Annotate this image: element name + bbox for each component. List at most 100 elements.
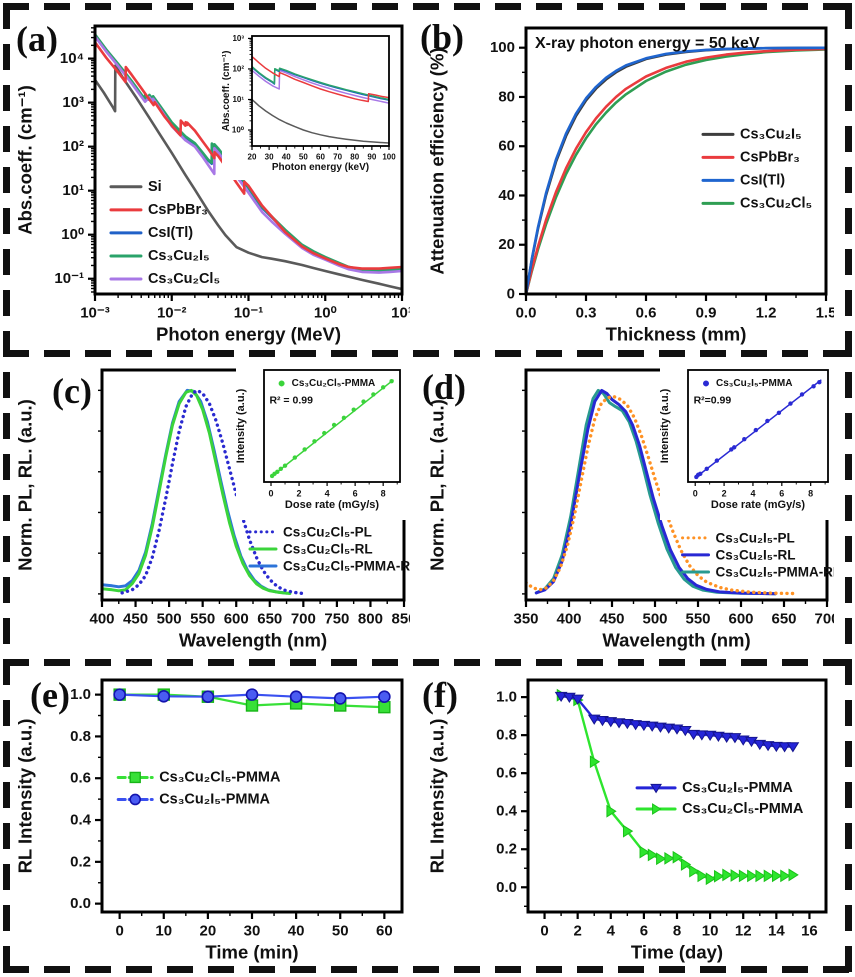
chart-rl-stability-minutes: 0 10 20 30 40 50 60 0.0 0.2 0.4 0.6 0.8 1.0 Time (min…	[18, 666, 410, 970]
svg-text:Abs.coeff. (cm⁻¹): Abs.coeff. (cm⁻¹)	[18, 85, 35, 235]
svg-text:550: 550	[685, 610, 710, 627]
svg-text:0: 0	[115, 922, 123, 939]
svg-text:60: 60	[316, 153, 325, 162]
svg-text:500: 500	[642, 610, 667, 627]
border-bottom	[3, 966, 852, 973]
svg-text:16: 16	[801, 922, 818, 939]
svg-text:30: 30	[265, 153, 274, 162]
svg-text:Photon energy (keV): Photon energy (keV)	[272, 162, 369, 173]
svg-text:10¹: 10¹	[391, 304, 410, 321]
svg-text:CsI(Tl): CsI(Tl)	[148, 225, 193, 241]
svg-text:100: 100	[382, 153, 396, 162]
svg-text:0.0: 0.0	[70, 895, 91, 912]
svg-text:70: 70	[333, 153, 342, 162]
svg-text:20: 20	[200, 922, 217, 939]
svg-text:0: 0	[507, 286, 515, 303]
svg-text:0.9: 0.9	[696, 304, 717, 321]
svg-text:1.5: 1.5	[816, 304, 834, 321]
svg-text:500: 500	[157, 610, 182, 627]
svg-text:0.6: 0.6	[70, 770, 91, 787]
chart-abs-coeff: 10⁻³ 10⁻² 10⁻¹ 10⁰ 10¹ 10⁻¹ 10⁰ 10¹ 10² 10³ 10⁴ Pho…	[18, 14, 410, 346]
svg-text:Cs₃Cu₂I₅-PMMA-RL: Cs₃Cu₂I₅-PMMA-RL	[716, 564, 834, 579]
svg-text:10²: 10²	[62, 138, 84, 155]
svg-text:10²: 10²	[232, 64, 244, 73]
svg-text:Abs.coeff. (cm⁻¹): Abs.coeff. (cm⁻¹)	[222, 51, 232, 132]
svg-text:Cs₃Cu₂I₅-RL: Cs₃Cu₂I₅-RL	[716, 547, 796, 562]
svg-text:Cs₃Cu₂Cl₅-PMMA: Cs₃Cu₂Cl₅-PMMA	[292, 378, 376, 389]
svg-text:90: 90	[367, 153, 376, 162]
svg-text:0.4: 0.4	[70, 812, 92, 829]
svg-text:10⁻³: 10⁻³	[80, 304, 110, 321]
svg-text:Dose rate (mGy/s): Dose rate (mGy/s)	[285, 499, 379, 511]
chart-abs-coeff-inset: 20 30 40 50 60 70 80 90 100 10⁰ 10¹ 10² 10³ Photon en…	[222, 30, 396, 180]
svg-text:8: 8	[808, 489, 813, 499]
svg-text:Cs₃Cu₂I₅-PL: Cs₃Cu₂I₅-PL	[716, 530, 795, 545]
svg-text:X-ray photon energy = 50 keV: X-ray photon energy = 50 keV	[535, 35, 760, 52]
svg-text:0.0: 0.0	[516, 304, 537, 321]
svg-text:8: 8	[381, 489, 386, 499]
svg-text:0.6: 0.6	[636, 304, 657, 321]
svg-text:0.4: 0.4	[496, 803, 518, 820]
svg-text:Thickness (mm): Thickness (mm)	[606, 324, 747, 345]
chart-i5-dose-linearity-inset: 0 2 4 6 8 Dose rate (mGy/s) Intensity (a.u.) Cs…	[660, 364, 836, 520]
panel-label-d: (d)	[422, 367, 466, 407]
svg-text:Cs₃Cu₂I₅: Cs₃Cu₂I₅	[740, 126, 802, 142]
svg-text:450: 450	[123, 610, 148, 627]
svg-text:Cs₃Cu₂Cl₅-PMMA: Cs₃Cu₂Cl₅-PMMA	[682, 801, 804, 817]
svg-text:CsPbBr₃: CsPbBr₃	[740, 149, 800, 165]
svg-text:0.2: 0.2	[70, 853, 91, 870]
svg-text:60: 60	[498, 138, 515, 155]
svg-text:Norm. PL, RL. (a.u.): Norm. PL, RL. (a.u.)	[18, 399, 35, 571]
svg-text:40: 40	[498, 187, 515, 204]
svg-text:10¹: 10¹	[232, 95, 244, 104]
svg-text:600: 600	[728, 610, 753, 627]
svg-text:6: 6	[353, 489, 358, 499]
svg-text:1.2: 1.2	[756, 304, 777, 321]
svg-text:350: 350	[513, 610, 538, 627]
panel-label-c: (c)	[52, 371, 92, 411]
svg-text:10³: 10³	[232, 34, 244, 43]
svg-text:400: 400	[89, 610, 114, 627]
svg-text:0.2: 0.2	[496, 841, 517, 858]
svg-text:0: 0	[269, 489, 274, 499]
panel-label-f: (f)	[422, 675, 458, 715]
svg-text:Cs₃Cu₂Cl₅: Cs₃Cu₂Cl₅	[740, 195, 812, 211]
border-right	[845, 3, 852, 974]
svg-text:10⁰: 10⁰	[314, 304, 337, 321]
svg-text:Cs₃Cu₂Cl₅-RL: Cs₃Cu₂Cl₅-RL	[283, 541, 373, 556]
svg-text:10⁰: 10⁰	[232, 126, 245, 135]
svg-text:Cs₃Cu₂I₅-PMMA: Cs₃Cu₂I₅-PMMA	[682, 780, 793, 796]
svg-text:2: 2	[573, 922, 581, 939]
svg-text:Dose rate (mGy/s): Dose rate (mGy/s)	[711, 499, 805, 511]
svg-text:Norm. PL, RL. (a.u.): Norm. PL, RL. (a.u.)	[430, 399, 447, 571]
svg-text:0.3: 0.3	[576, 304, 597, 321]
svg-text:RL Intensity (a.u.): RL Intensity (a.u.)	[430, 719, 447, 874]
svg-text:400: 400	[556, 610, 581, 627]
svg-text:30: 30	[244, 922, 261, 939]
svg-text:40: 40	[282, 153, 291, 162]
svg-text:650: 650	[257, 610, 282, 627]
panel-label-b: (b)	[420, 17, 464, 57]
svg-text:Si: Si	[148, 179, 162, 195]
svg-text:700: 700	[291, 610, 316, 627]
svg-text:CsPbBr₃: CsPbBr₃	[148, 202, 208, 218]
svg-text:1.0: 1.0	[496, 689, 517, 706]
svg-text:Wavelength (nm): Wavelength (nm)	[179, 630, 327, 651]
svg-text:80: 80	[498, 88, 515, 105]
svg-text:850: 850	[391, 610, 410, 627]
svg-text:R²=0.99: R²=0.99	[694, 395, 732, 407]
svg-text:10⁰: 10⁰	[61, 226, 84, 243]
svg-text:10⁻¹: 10⁻¹	[234, 304, 264, 321]
svg-text:10: 10	[702, 922, 719, 939]
svg-text:20: 20	[248, 153, 257, 162]
svg-text:12: 12	[735, 922, 752, 939]
svg-text:0.8: 0.8	[496, 727, 517, 744]
panel-label-e: (e)	[30, 675, 70, 715]
svg-text:4: 4	[607, 922, 616, 939]
svg-text:0.8: 0.8	[70, 728, 91, 745]
svg-text:10⁻²: 10⁻²	[157, 304, 187, 321]
svg-text:0.6: 0.6	[496, 765, 517, 782]
svg-text:Cs₃Cu₂I₅: Cs₃Cu₂I₅	[148, 248, 210, 264]
svg-text:Cs₃Cu₂Cl₅-PMMA-RL: Cs₃Cu₂Cl₅-PMMA-RL	[283, 558, 410, 573]
